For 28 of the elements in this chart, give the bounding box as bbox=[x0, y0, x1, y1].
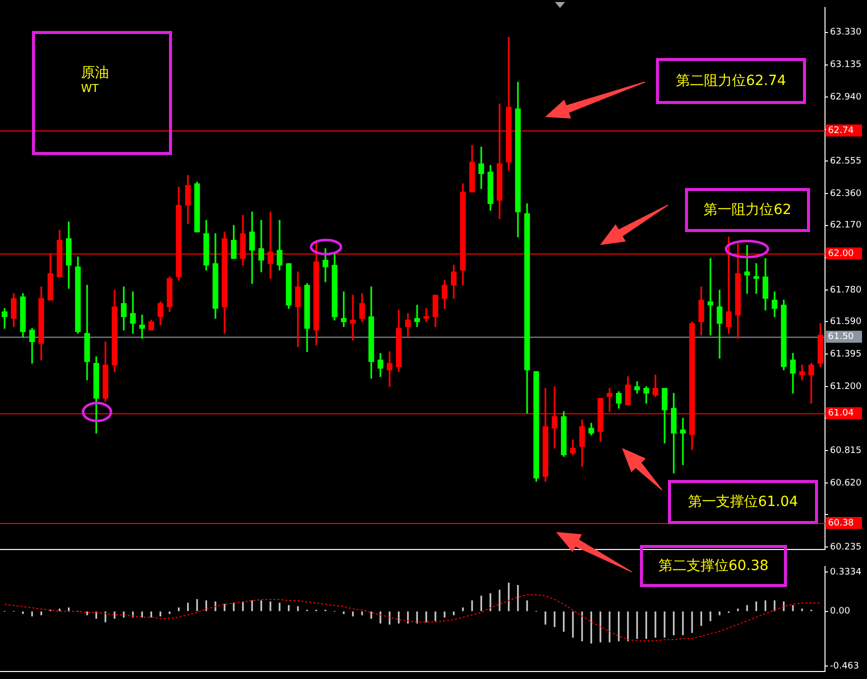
y-tick-label: 60.815 bbox=[830, 446, 862, 456]
y-tick-label: 0.3334 bbox=[830, 567, 862, 578]
y-tick-label: 62.360 bbox=[830, 189, 862, 200]
ref-line-label: 62.74 bbox=[828, 126, 854, 136]
y-tick-label: 0.00 bbox=[830, 606, 850, 617]
annotation: 第二阻力位62.74 bbox=[676, 72, 786, 90]
y-tick-label: 63.135 bbox=[830, 60, 862, 70]
y-tick-label: 62.170 bbox=[830, 220, 862, 231]
y-tick-label: 62.940 bbox=[830, 92, 862, 103]
y-tick-label: 61.395 bbox=[830, 350, 862, 360]
annotation: 第一阻力位62 bbox=[704, 200, 792, 220]
ref-line-label: 61.50 bbox=[828, 332, 854, 342]
annotation: 原油 bbox=[81, 64, 109, 82]
line-series bbox=[4, 594, 821, 642]
y-tick-label: 60.620 bbox=[830, 478, 862, 488]
ref-line-label: 60.38 bbox=[828, 518, 854, 528]
y-tick-label: -0.463 bbox=[830, 661, 860, 672]
ref-line-label: 61.04 bbox=[828, 408, 854, 419]
y-tick-label: 61.590 bbox=[830, 317, 862, 328]
annotation: WT bbox=[81, 82, 99, 96]
annotation: 第二支撑位60.38 bbox=[658, 556, 769, 576]
y-tick-label: 62.555 bbox=[830, 156, 862, 167]
y-tick-label: 63.330 bbox=[830, 28, 862, 38]
annotation: 第一支撑位61.04 bbox=[688, 492, 798, 512]
y-tick-label: 61.200 bbox=[830, 382, 862, 392]
ref-line-label: 62.00 bbox=[828, 248, 854, 259]
y-tick-label: 60.235 bbox=[830, 542, 862, 552]
y-tick-label: 61.780 bbox=[830, 285, 862, 296]
